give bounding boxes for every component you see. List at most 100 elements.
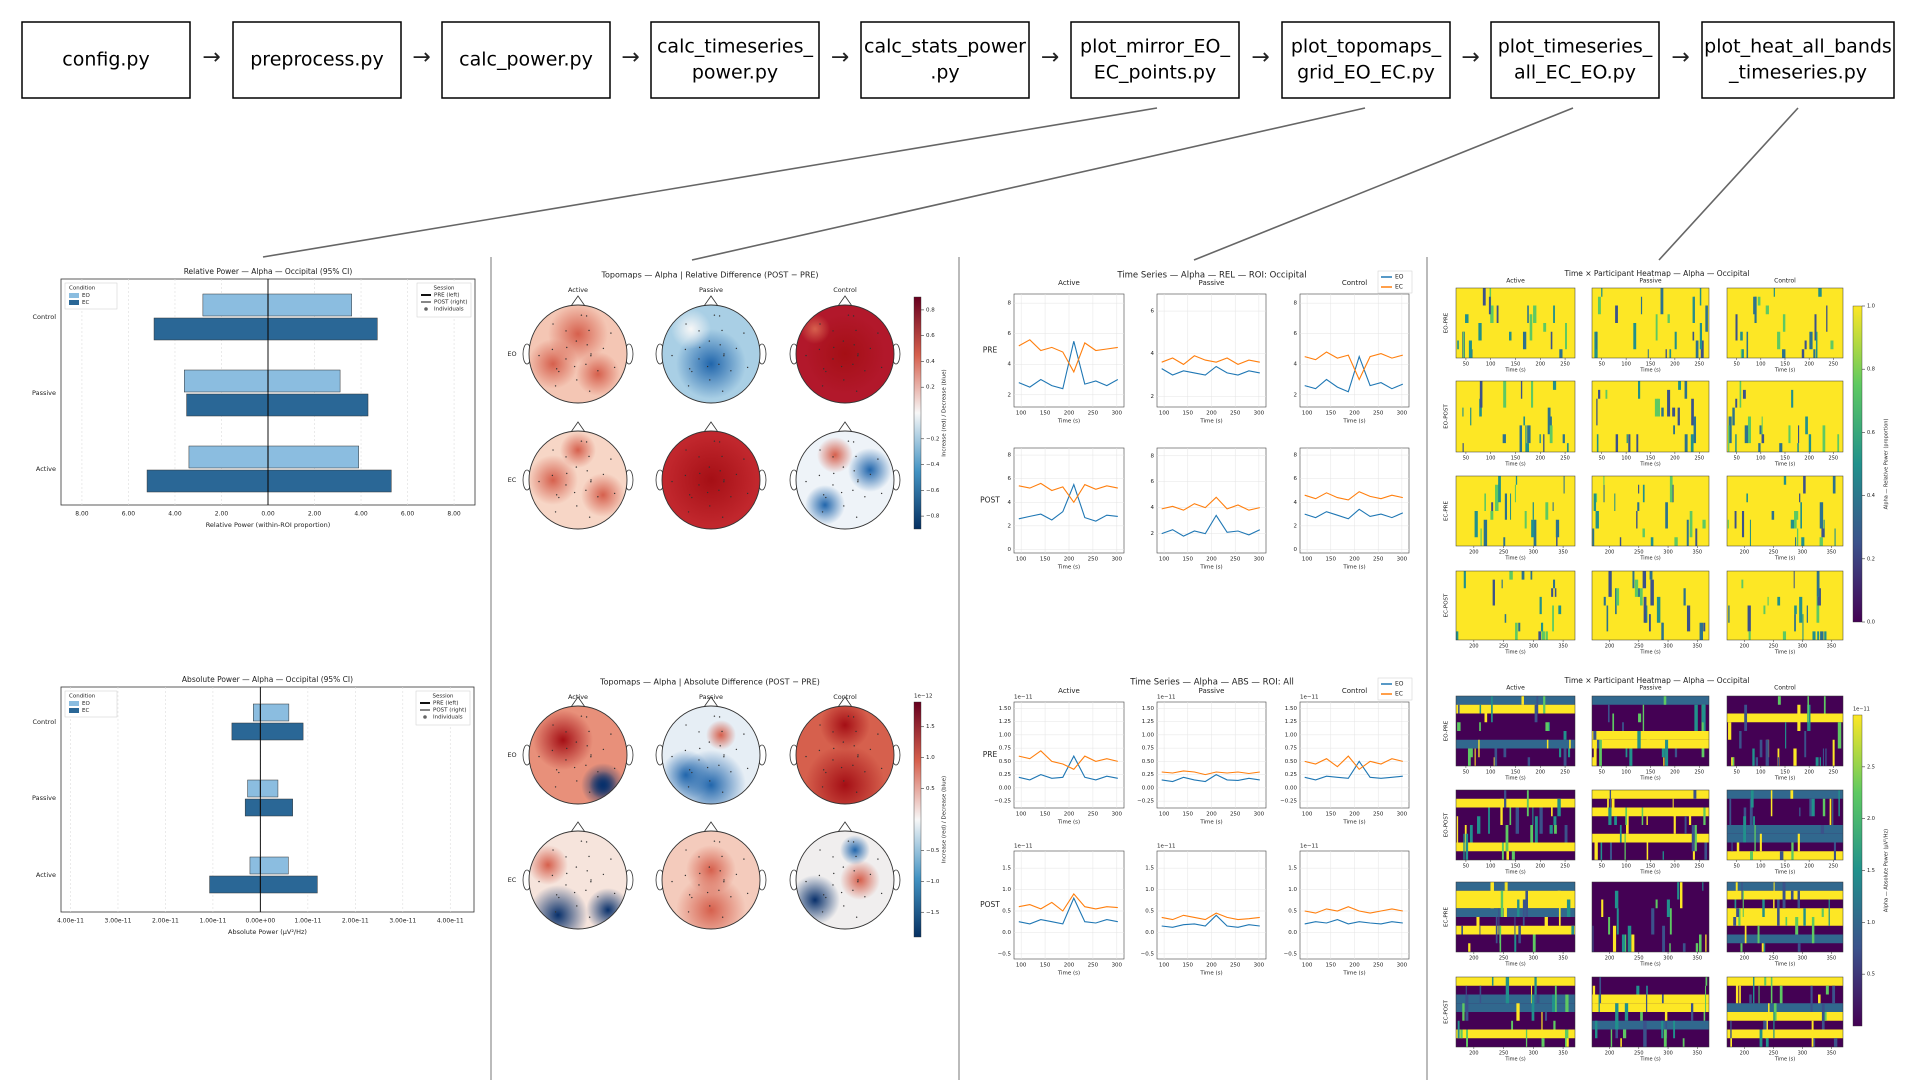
sensor-dot <box>687 911 690 913</box>
sensor-dot <box>687 786 690 788</box>
y-tick-label: 4 <box>1294 362 1298 368</box>
sensor-dot <box>538 755 540 758</box>
x-tick-label: 250 <box>1829 770 1839 776</box>
heatmap-texture <box>1456 977 1575 1047</box>
heatmap-stripe <box>1742 890 1744 917</box>
colorbar-tick-label: 0.5 <box>1867 972 1875 978</box>
step-label: plot_timeseries_ <box>1498 36 1653 58</box>
x-tick-label: 150 <box>1780 864 1790 870</box>
heatmap-stripe <box>1741 882 1743 900</box>
sensor-dot <box>554 385 557 387</box>
colorbar <box>1852 305 1863 623</box>
sensor-dot <box>555 769 558 771</box>
heatmap-stripe <box>1595 331 1598 350</box>
sensor-dot <box>610 858 612 860</box>
heatmap-frame <box>1455 475 1576 547</box>
heatmap-stripe <box>1757 925 1760 944</box>
legend-swatch <box>69 701 79 706</box>
heatmap-stripe <box>1655 899 1658 909</box>
mirror-bar <box>186 393 369 417</box>
sensor-dot <box>554 911 557 913</box>
sensor-dot <box>558 370 560 373</box>
sensor-dot <box>719 745 721 747</box>
heatmap-base <box>1592 381 1709 452</box>
x-tick-label: 200 <box>1536 362 1546 368</box>
colorbar-tick-label: 0.2 <box>1867 556 1875 562</box>
heatmap-stripe <box>1546 739 1549 749</box>
topomap-blob <box>671 309 711 349</box>
legend-label: POST (right) <box>434 300 467 306</box>
sensor-dot <box>706 491 709 494</box>
head-nose <box>570 421 586 433</box>
step-label: grid_EO_EC.py <box>1297 62 1435 84</box>
y-tick-label: 1.25 <box>999 719 1012 725</box>
heatmap-texture <box>1727 882 1843 952</box>
series-line <box>1161 912 1260 921</box>
x-tick-label: 250 <box>1769 644 1779 650</box>
step-label: calc_stats_power <box>864 36 1026 58</box>
heatmap-stripe <box>1728 722 1732 740</box>
heatmap-frame <box>1455 570 1576 641</box>
heatmap-stripe <box>1744 425 1749 444</box>
heatmap-stripe <box>1701 748 1705 758</box>
heatmap-stripe <box>1566 899 1571 917</box>
sensor-dot <box>580 715 583 717</box>
sensor-dot <box>843 780 845 782</box>
connector <box>691 107 1366 261</box>
heatmap-stripe <box>1463 833 1465 860</box>
heatmap-stripe <box>1735 882 1738 891</box>
heatmap-stripe <box>1811 1020 1814 1047</box>
heatmap-stripe <box>1782 631 1787 640</box>
sensor-dot <box>847 715 850 717</box>
heatmap-stripe <box>1818 994 1821 1004</box>
heatmap-stripe <box>1650 537 1654 546</box>
heatmap-stripe <box>1465 314 1469 323</box>
x-tick-label: 200 <box>1469 550 1479 556</box>
sensor-dot <box>723 353 725 355</box>
sensor-dot <box>554 511 557 513</box>
sensor-dot <box>855 390 858 392</box>
sensor-dot <box>713 715 716 717</box>
heatmap-base <box>1456 381 1575 452</box>
x-tick-label: 250 <box>1088 812 1099 818</box>
x-tick-label: 350 <box>1693 956 1703 962</box>
step-label: plot_heat_all_bands <box>1704 36 1892 58</box>
sensor-dot <box>819 323 821 325</box>
sensor-dot <box>558 771 560 774</box>
heatmap-stripe <box>1622 1029 1627 1039</box>
heatmap-stripe <box>1666 899 1670 917</box>
heatmap-frame <box>1591 570 1710 641</box>
heatmap-stripe <box>1746 331 1749 358</box>
heatmap-stripe <box>1779 851 1784 860</box>
x-tick-label: 0.00e+00 <box>246 918 276 925</box>
step-box <box>1701 21 1895 99</box>
heatmap-stripe <box>1813 349 1816 358</box>
sensor-dot <box>852 841 855 843</box>
y-tick-label: 1.50 <box>1142 706 1155 712</box>
heatmap-stripe <box>1478 323 1482 341</box>
heatmap-stripe <box>1811 798 1815 817</box>
sensor-dot <box>685 449 687 451</box>
heatmap-stripe <box>1552 605 1554 632</box>
x-tick-label: 300 <box>1112 411 1123 417</box>
sensor-dot <box>719 870 721 872</box>
colorbar-tick-label: 1.5 <box>1867 868 1875 874</box>
heatmap-stripe <box>1538 631 1542 640</box>
y-tick-label: 1.5 <box>1288 866 1297 872</box>
x-tick-label: 200 <box>1740 644 1750 650</box>
heatmap-frame <box>1726 881 1844 953</box>
heatmap-stripe <box>1669 908 1672 935</box>
series-line <box>1161 355 1260 366</box>
heatmap-stripe <box>1470 407 1472 426</box>
head-outline <box>795 304 895 404</box>
sensor-dot <box>688 494 691 496</box>
heatmap-stripe <box>1646 842 1649 860</box>
sensor-dot <box>699 346 701 349</box>
x-tick-label: 250 <box>1088 557 1099 563</box>
heatmap-stripe <box>1750 851 1753 860</box>
y-tick-label: 0.50 <box>1142 759 1155 765</box>
sensor-dot <box>718 489 720 492</box>
heatmap-stripe <box>1828 899 1830 926</box>
x-axis-label: Time (s) <box>1057 820 1080 826</box>
heatmap-stripe <box>1624 1003 1629 1021</box>
